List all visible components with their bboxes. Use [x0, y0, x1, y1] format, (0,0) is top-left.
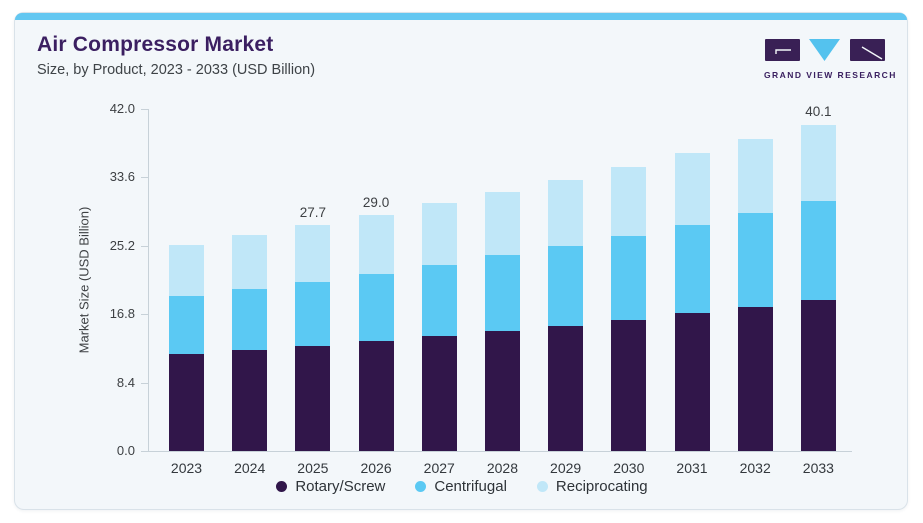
bar-segment-rotary-screw	[358, 341, 394, 451]
bar-segment-reciprocating	[548, 179, 584, 246]
x-axis-label: 2031	[676, 460, 708, 476]
bar-segment-rotary-screw	[548, 325, 584, 451]
bar-2033: 40.1 2033	[800, 104, 836, 476]
gvr-logo-text: GRAND VIEW RESEARCH	[764, 70, 897, 80]
bar-segment-reciprocating	[484, 192, 520, 255]
bar-segment-rotary-screw	[800, 300, 836, 451]
bar-2025: 27.7 2025	[295, 205, 331, 476]
bar-2030: 2030	[611, 166, 647, 476]
bar-2023: 2023	[169, 245, 204, 476]
bar-segment-reciprocating	[232, 235, 268, 289]
bar-segment-reciprocating	[169, 245, 204, 297]
bar-2028: 2028	[484, 192, 520, 476]
bar-segment-rotary-screw	[484, 330, 520, 451]
bar-segment-centrifugal	[232, 288, 268, 351]
bar-segment-rotary-screw	[611, 319, 647, 451]
legend-item-reciprocating: Reciprocating	[536, 478, 648, 495]
bar-segment-centrifugal	[358, 273, 394, 342]
bar-2032: 2032	[737, 139, 773, 476]
chart-card: Air Compressor Market Size, by Product, …	[14, 12, 908, 510]
y-axis-tick	[141, 245, 149, 247]
bar-segment-centrifugal	[295, 281, 331, 346]
x-axis-label: 2028	[486, 460, 519, 476]
bar-total-label: 29.0	[362, 194, 390, 210]
y-axis-tick	[141, 314, 149, 316]
bar-2031: 2031	[674, 152, 710, 476]
legend-label: Reciprocating	[555, 478, 648, 495]
y-axis-tick	[141, 451, 149, 452]
bar-segment-reciprocating	[295, 225, 331, 282]
y-axis-tick-label: 0.0	[116, 443, 135, 458]
chart-legend: Rotary/Screw Centrifugal Reciprocating	[15, 478, 909, 495]
bar-segment-reciprocating	[674, 152, 710, 225]
stacked-bar-chart: Market Size (USD Billion) 0.0 8.4 16.8 25.2…	[15, 13, 909, 511]
bar-segment-centrifugal	[737, 213, 773, 307]
grand-view-research-logo: GRAND VIEW RESEARCH	[764, 38, 897, 80]
bars-container: 2023 2024 27.7 2025 29.0 2026 2027 2028 2029 2030…	[148, 104, 852, 476]
bar-segment-reciprocating	[800, 124, 836, 202]
legend-dot-rotary-screw	[276, 481, 288, 492]
card-top-accent	[15, 13, 907, 20]
y-axis-line	[148, 109, 149, 451]
page-subtitle: Size, by Product, 2023 - 2033 (USD Billi…	[37, 62, 316, 78]
bar-segment-rotary-screw	[737, 306, 773, 451]
y-axis-tick	[141, 177, 149, 179]
y-axis-tick	[141, 382, 149, 384]
bar-2027: 2027	[421, 203, 457, 476]
gvr-logo-v-triangle	[809, 39, 840, 61]
page-title: Air Compressor Market	[37, 33, 274, 56]
bar-2024: 2024	[232, 235, 268, 476]
legend-label: Rotary/Screw	[295, 478, 386, 495]
legend-label: Centrifugal	[434, 478, 507, 495]
bar-segment-centrifugal	[800, 201, 836, 301]
gvr-logo-g-mark	[775, 49, 791, 54]
legend-dot-reciprocating	[536, 481, 548, 492]
y-axis-tick	[141, 109, 149, 110]
legend-item-rotary-screw: Rotary/Screw	[276, 478, 385, 495]
gvr-logo-mark	[765, 39, 885, 61]
y-axis-tick-label: 42.0	[109, 101, 135, 116]
bar-total-label: 40.1	[805, 104, 832, 120]
bar-segment-reciprocating	[421, 203, 457, 265]
bar-segment-rotary-screw	[421, 336, 457, 451]
x-axis-label: 2033	[802, 460, 834, 476]
bar-total-label: 27.7	[299, 205, 327, 221]
y-axis-title: Market Size (USD Billion)	[76, 206, 92, 354]
bar-segment-rotary-screw	[169, 354, 204, 451]
x-axis-line	[148, 451, 852, 452]
legend-item-centrifugal: Centrifugal	[415, 478, 507, 495]
bar-segment-centrifugal	[674, 224, 710, 314]
bar-segment-centrifugal	[484, 254, 520, 331]
bar-2029: 2029	[548, 179, 584, 476]
bar-2026: 29.0 2026	[358, 195, 394, 476]
bar-segment-rotary-screw	[232, 350, 268, 451]
x-axis-label: 2024	[234, 460, 266, 476]
x-axis-label: 2026	[360, 460, 392, 476]
x-axis-label: 2025	[297, 460, 329, 476]
bar-segment-centrifugal	[611, 236, 647, 320]
x-axis-label: 2023	[170, 460, 203, 476]
bar-segment-reciprocating	[611, 166, 647, 237]
x-axis-label: 2029	[550, 460, 582, 476]
y-axis-tick-label: 8.4	[116, 374, 135, 390]
y-axis-tick-label: 16.8	[109, 306, 135, 322]
x-axis-label: 2032	[739, 460, 771, 476]
x-axis-label: 2030	[613, 460, 645, 476]
y-axis-tick-label: 33.6	[109, 169, 135, 185]
bar-segment-rotary-screw	[295, 345, 331, 451]
legend-dot-centrifugal	[415, 481, 427, 492]
bar-segment-centrifugal	[169, 296, 204, 355]
bar-segment-rotary-screw	[674, 313, 710, 451]
bar-segment-reciprocating	[737, 139, 773, 214]
bar-segment-centrifugal	[421, 264, 457, 337]
x-axis-label: 2027	[423, 460, 455, 476]
bar-segment-centrifugal	[548, 245, 584, 326]
y-axis-tick-label: 25.2	[109, 237, 135, 253]
bar-segment-reciprocating	[358, 214, 394, 274]
gvr-logo-r-mark	[861, 46, 883, 60]
